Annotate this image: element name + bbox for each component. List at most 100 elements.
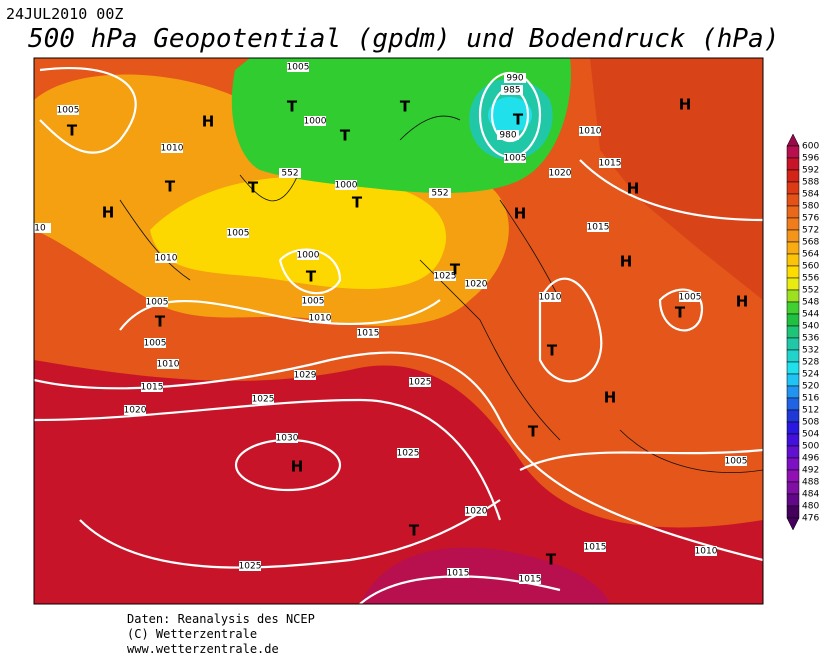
colorbar-label: 552 [802, 286, 819, 296]
isobar-label: 1020 [124, 406, 147, 416]
colorbar-box [786, 445, 800, 459]
isobar-label: 1020 [465, 280, 488, 290]
colorbar-box [786, 325, 800, 339]
colorbar-box [786, 265, 800, 279]
isobar-label-bg [302, 296, 324, 306]
colorbar-label: 484 [802, 490, 819, 500]
colorbar-label: 584 [802, 190, 819, 200]
colorbar-box [786, 361, 800, 375]
map-frame [33, 57, 764, 605]
colorbar-box [786, 469, 800, 483]
pressure-system: H [514, 205, 527, 223]
colorbar-label: 488 [802, 478, 819, 488]
pressure-system: H [627, 180, 640, 198]
isobar-label-bg [34, 223, 51, 233]
isobar-label-bg [465, 506, 487, 516]
colorbar-box [786, 433, 800, 447]
colorbar-box [786, 229, 800, 243]
colorbar-label: 592 [802, 166, 819, 176]
isobar-label: 1005 [144, 339, 167, 349]
colorbar-label: 492 [802, 466, 819, 476]
pressure-system: T [400, 98, 411, 116]
isobar-label: 1005 [227, 229, 250, 239]
isobar-label-bg [124, 405, 146, 415]
isobar-label: 552 [281, 169, 298, 179]
isobar-label: 1005 [679, 293, 702, 303]
isobar-label-bg [144, 338, 166, 348]
colorbar-box [786, 193, 800, 207]
isobar-label-bg [335, 180, 357, 190]
isobar-label-bg [497, 130, 519, 140]
isobar-labels: 1005 1010 1005 1010 1005 1005 1010 1015 1020 1025… [34, 62, 747, 585]
colorbar-label: 560 [802, 262, 819, 272]
isobar-label: 1030 [276, 434, 299, 444]
isobar-label-bg [519, 574, 541, 584]
isobar-label-bg [239, 561, 261, 571]
pressure-system: H [620, 253, 633, 271]
date: 24JUL2010 00Z [6, 5, 123, 23]
isobar-label: 1029 [294, 371, 317, 381]
isobar-label: 1020 [549, 169, 572, 179]
colorbar-box [786, 349, 800, 363]
isobar-label: 1010 [155, 254, 178, 264]
colorbar-label: 520 [802, 382, 819, 392]
isobar-label: 1025 [239, 562, 262, 572]
colorbar-box [786, 397, 800, 411]
pressure-system: H [736, 293, 749, 311]
colorbar-box [786, 373, 800, 387]
pressure-system: T [306, 268, 317, 286]
pressure-system: T [546, 551, 557, 569]
footer-line: www.wetterzentrale.de [127, 642, 279, 656]
isobar-label: 1005 [302, 297, 325, 307]
isobar-label-bg [465, 279, 487, 289]
colorbar-box [786, 457, 800, 471]
title: 500 hPa Geopotential (gpdm) und Bodendru… [28, 24, 779, 54]
isobar-label-bg [397, 448, 419, 458]
isobar-label-bg [679, 292, 701, 302]
colorbar-label: 580 [802, 202, 819, 212]
isobar-label-bg [57, 105, 79, 115]
isobar-label-bg [155, 253, 177, 263]
isobar-label-bg [429, 188, 451, 198]
footer-line: (C) Wetterzentrale [127, 627, 257, 641]
colorbar-label: 512 [802, 406, 819, 416]
isobar-label: 552 [431, 189, 448, 199]
isobar-label: 985 [503, 86, 520, 96]
colorbar-box [786, 385, 800, 399]
pressure-system: T [675, 304, 686, 322]
isobar-label: 1010 [539, 293, 562, 303]
field-red [34, 360, 763, 604]
colorbar-label: 596 [802, 154, 819, 164]
isobar-label: 1005 [146, 298, 169, 308]
colorbar-bottom [786, 517, 800, 531]
isobar-label-bg [504, 153, 526, 163]
isobar-label: 1005 [57, 106, 80, 116]
field-magenta [360, 547, 610, 604]
isobar-label: 1000 [304, 117, 327, 127]
colorbar-label: 536 [802, 334, 819, 344]
isobar-label-bg [287, 62, 309, 72]
colorbar-label: 532 [802, 346, 819, 356]
isobar-label: 10 [34, 224, 46, 234]
isobar-label-bg [504, 73, 526, 83]
colorbar-label: 572 [802, 226, 819, 236]
field-yellow [150, 176, 447, 289]
isobar-label-bg [161, 143, 183, 153]
pressure-system: T [409, 522, 420, 540]
pressure-system: T [155, 313, 166, 331]
isobar-label-bg [447, 568, 469, 578]
coastline [119, 115, 763, 473]
isobar-label-bg [276, 433, 298, 443]
colorbar-box [786, 253, 800, 267]
colorbar-label: 568 [802, 238, 819, 248]
isobar-label-bg [294, 370, 316, 380]
colorbar-box [786, 313, 800, 327]
isobar-label: 1010 [579, 127, 602, 137]
pressure-system: T [352, 194, 363, 212]
isobar-label: 1010 [157, 360, 180, 370]
isobar-label-bg [725, 456, 747, 466]
pressure-system: H [604, 389, 617, 407]
colorbar-box [786, 145, 800, 159]
